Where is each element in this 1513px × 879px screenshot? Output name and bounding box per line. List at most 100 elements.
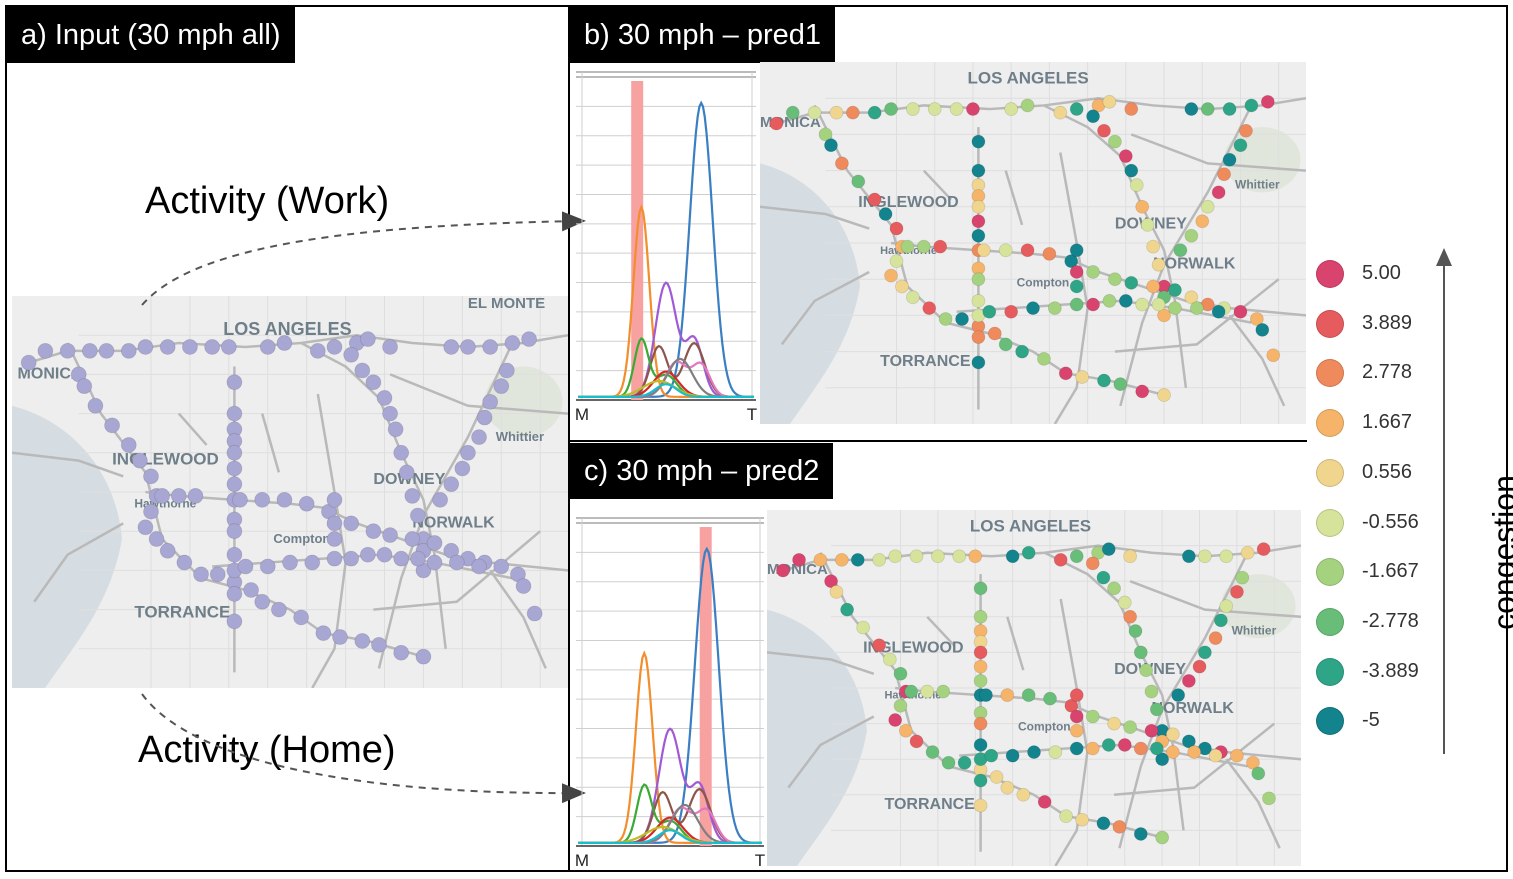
sensor-dot [1102,94,1117,109]
sensor-dot [1244,98,1259,113]
sensor-dot [850,552,865,567]
sensor-dot [888,713,903,727]
sensor-dot [270,601,287,618]
sensor-dot [393,444,410,461]
sensor-dot [884,268,898,283]
panel-c-title: c) 30 mph – pred2 [570,443,834,499]
map-label-los_angeles: LOS ANGELES [223,319,351,339]
sensor-dot [1026,301,1040,316]
sensor-dot [1256,542,1271,557]
sensor-dot [973,645,988,660]
panel-divider-vertical [568,7,570,872]
sensor-dot [343,515,360,532]
x-axis-end-label: T [747,405,757,424]
sensor-dot [148,531,165,547]
sensor-dot [878,207,893,221]
sensor-dot [1168,301,1182,316]
sensor-dot [1246,755,1260,770]
sensor-dot [359,331,376,348]
sensor-dot [1189,301,1204,316]
activity-work-label: Activity (Work) [145,180,390,222]
sensor-dot [371,636,387,653]
sensor-dot [393,644,410,661]
sensor-dot [933,239,948,254]
sensor-dot [176,554,193,571]
activity-curve [578,783,762,844]
sensor-dot [1211,304,1226,319]
sensor-dot [1222,152,1237,167]
sensor-dot [282,554,298,571]
legend-value: 2.778 [1362,361,1413,384]
sensor-dot [807,105,822,120]
sensor-dot [904,684,919,699]
activity-home-label: Activity (Home) [138,729,396,771]
sensor-dot [882,652,897,667]
sensor-dot [989,770,1004,784]
sensor-dot [259,339,276,355]
sensor-dot [1118,149,1133,164]
sensor-dot [1168,283,1182,297]
sensor-dot [1219,549,1234,564]
sensor-dot [404,488,421,504]
sensor-dot [971,355,986,370]
sensor-dot [1146,279,1161,294]
sensor-dot [905,290,920,305]
sensor-dot [872,552,887,567]
sensor-dot [382,527,398,544]
sensor-dot [1096,570,1111,585]
legend-swatch [1316,409,1344,438]
sensor-dot [1004,102,1019,116]
sensor-dot [293,609,310,626]
sensor-dot [792,552,806,567]
sensor-dot [426,554,443,571]
sensor-dot [498,362,515,379]
sensor-dot [898,723,913,738]
sensor-dot [987,326,1002,341]
sensor-dot [460,339,476,355]
sensor-dot [1020,98,1035,113]
sensor-dot [276,335,293,351]
sensor-dot [1069,741,1084,756]
sensor-dot [1020,243,1035,258]
sensor-dot [220,339,237,355]
sensor-dot [1200,199,1215,214]
sensor-dot [1086,297,1100,312]
sensor-dot [1181,673,1196,688]
sensor-dot [1139,663,1154,678]
sensor-dot [226,374,243,391]
sensor-dot [226,586,243,602]
sensor-dot [1144,723,1159,738]
sensor-dot [769,116,784,131]
sensor-dot [1069,297,1084,312]
sensor-dot [1021,545,1036,560]
legend-swatch [1316,260,1344,288]
sensor-dot [1075,812,1089,827]
map-label-torrance: TORRANCE [884,796,975,813]
sensor-dot [193,566,209,583]
sensor-dot [971,228,986,243]
sensor-dot [154,488,171,504]
sensor-dot [1165,727,1180,742]
sensor-dot [1200,102,1215,116]
sensor-dot [1240,545,1255,560]
sensor-dot [1085,741,1100,756]
sensor-dot [1187,745,1202,759]
sensor-dot [1133,645,1148,660]
sensor-dot [813,552,828,567]
sensor-dot [521,331,537,348]
sensor-dot [909,734,924,749]
legend-value: -3.889 [1362,659,1419,682]
sensor-dot [1069,709,1084,724]
map-label-torrance: TORRANCE [880,353,971,370]
sensor-dot [304,554,321,571]
sensor-dot [1184,228,1199,243]
sensor-dot [971,134,986,149]
map-label-inglewood: INGLEWOOD [858,194,958,211]
sensor-dot [1059,809,1073,824]
map-label-whittier: Whittier [496,429,544,444]
sensor-dot [941,755,956,770]
sensor-dot [973,673,988,688]
sensor-dot [1085,556,1100,571]
sensor-dot [916,239,931,254]
